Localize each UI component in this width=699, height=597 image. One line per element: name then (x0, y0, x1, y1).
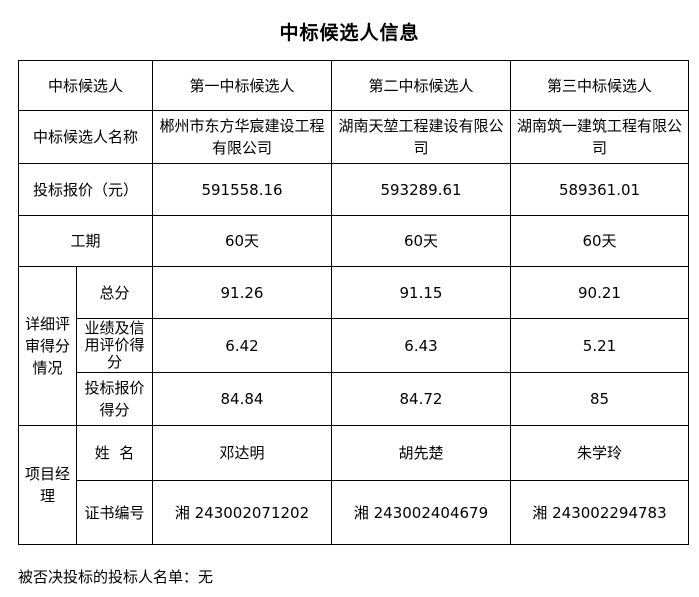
period-row: 工期 60天 60天 60天 (18, 215, 689, 267)
credit-2: 6.43 (331, 318, 511, 373)
pm-cert-row: 证书编号 湘 243002071202 湘 243002404679 湘 243… (19, 480, 689, 545)
score-group-label: 详细评审得分情况 (18, 266, 77, 426)
price-row: 投标报价（元） 591558.16 593289.61 589361.01 (18, 163, 689, 216)
company-1: 郴州市东方华宸建设工程有限公司 (152, 110, 332, 164)
pm-name-label: 姓 名 (76, 425, 153, 481)
candidate-table: 中标候选人 第一中标候选人 第二中标候选人 第三中标候选人 中标候选人名称 郴州… (18, 60, 689, 545)
period-1: 60天 (152, 215, 332, 267)
price-1: 591558.16 (152, 163, 332, 216)
price-3: 589361.01 (510, 163, 689, 216)
header-second: 第二中标候选人 (331, 60, 511, 111)
pm-name-1: 邓达明 (152, 425, 332, 481)
header-first: 第一中标候选人 (152, 60, 332, 111)
pm-cert-2: 湘 243002404679 (331, 480, 511, 545)
pm-group-label: 项目经理 (18, 425, 77, 545)
company-2: 湖南天堃工程建设有限公司 (331, 110, 511, 164)
total-score-row: 详细评审得分情况 总分 91.26 91.15 90.21 (18, 266, 689, 426)
period-label: 工期 (18, 215, 153, 267)
credit-score-row: 业绩及信用评价得分 6.42 6.43 5.21 (19, 318, 689, 373)
total-1: 91.26 (152, 266, 332, 319)
pm-name-3: 朱学玲 (510, 425, 689, 481)
pm-cert-3: 湘 243002294783 (510, 480, 689, 545)
page-title: 中标候选人信息 (279, 22, 420, 44)
name-label: 中标候选人名称 (18, 110, 153, 164)
bid-1: 84.84 (152, 372, 332, 426)
total-3: 90.21 (510, 266, 689, 319)
bid-3: 85 (510, 372, 689, 426)
period-3: 60天 (510, 215, 689, 267)
pm-cert-1: 湘 243002071202 (152, 480, 332, 545)
credit-label: 业绩及信用评价得分 (76, 318, 153, 373)
rejected-bidders-note: 被否决投标的投标人名单：无 (18, 568, 214, 586)
header-label: 中标候选人 (18, 60, 153, 111)
price-label: 投标报价（元） (18, 163, 153, 216)
bid-2: 84.72 (331, 372, 511, 426)
company-3: 湖南筑一建筑工程有限公司 (510, 110, 689, 164)
total-2: 91.15 (331, 266, 511, 319)
pm-name-2: 胡先楚 (331, 425, 511, 481)
pm-name-row: 项目经理 姓 名 邓达明 胡先楚 朱学玲 (18, 425, 689, 545)
bid-label: 投标报价得分 (76, 372, 153, 426)
header-row: 中标候选人 第一中标候选人 第二中标候选人 第三中标候选人 (18, 60, 689, 111)
credit-1: 6.42 (152, 318, 332, 373)
credit-3: 5.21 (510, 318, 689, 373)
name-row: 中标候选人名称 郴州市东方华宸建设工程有限公司 湖南天堃工程建设有限公司 湖南筑… (18, 110, 689, 164)
header-third: 第三中标候选人 (510, 60, 689, 111)
pm-cert-label: 证书编号 (76, 480, 153, 545)
bid-score-row: 投标报价得分 84.84 84.72 85 (19, 372, 689, 426)
period-2: 60天 (331, 215, 511, 267)
total-label: 总分 (76, 266, 153, 319)
price-2: 593289.61 (331, 163, 511, 216)
